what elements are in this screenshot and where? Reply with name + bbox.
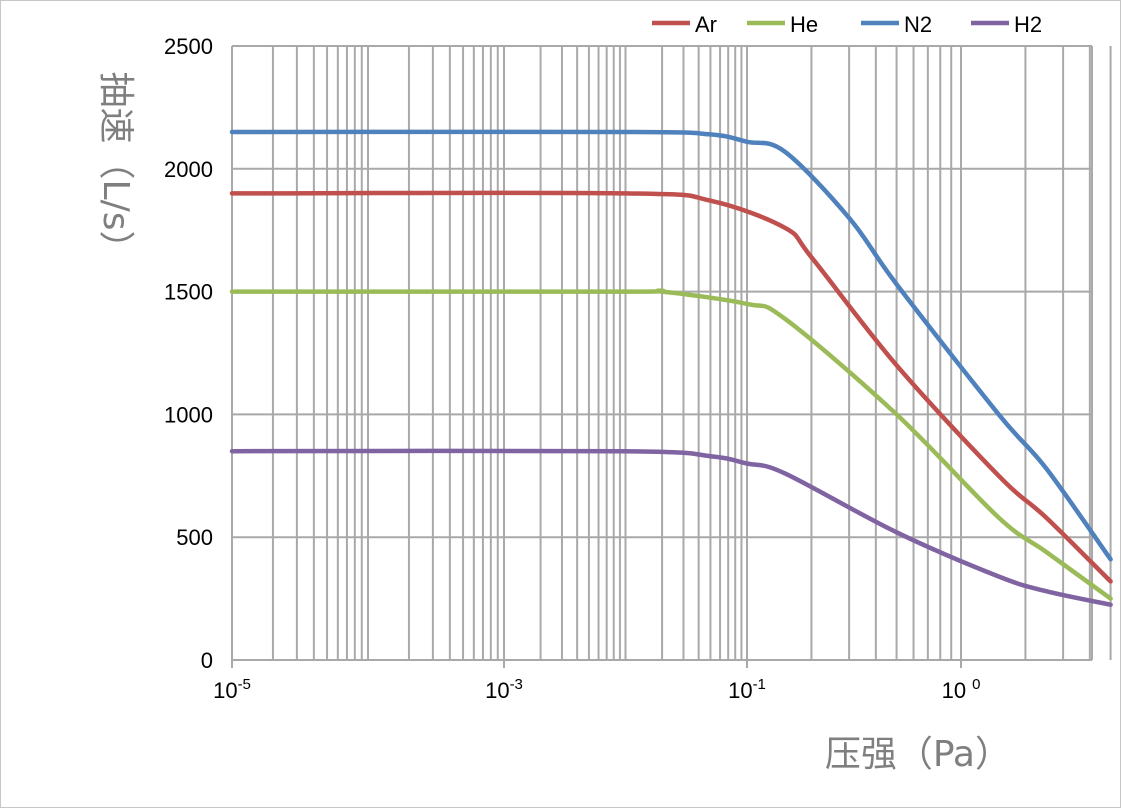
- x-tick-base: 10: [213, 678, 237, 703]
- y-tick-label: 1000: [164, 402, 213, 427]
- x-tick-exponent: -5: [238, 676, 251, 693]
- x-tick-label: 10 0: [942, 676, 981, 703]
- y-tick-label: 1500: [164, 280, 213, 305]
- x-tick-labels: 10-5 10-3 10-1 10 0: [213, 676, 980, 703]
- x-tick-label: 10-1: [728, 676, 766, 703]
- x-tick-exponent: 0: [972, 676, 980, 693]
- series-line-ar: [229, 190, 1113, 584]
- y-tick-label: 2500: [164, 34, 213, 59]
- y-axis-title: 抽速（L/s）: [95, 72, 136, 267]
- x-tick-base: 10: [728, 678, 752, 703]
- grid-lines: [231, 45, 1112, 668]
- x-tick-label: 10-3: [485, 676, 523, 703]
- y-tick-labels: 0 500 1000 1500 2000 2500: [164, 34, 213, 673]
- x-tick-exponent: -3: [510, 676, 523, 693]
- x-axis-title: 压强（Pa）: [825, 734, 1011, 775]
- x-tick-base: 10: [485, 678, 509, 703]
- legend-label-h2: H2: [1014, 12, 1042, 37]
- series-line-n2: [229, 129, 1113, 562]
- y-tick-label: 500: [176, 525, 213, 550]
- series-line-h2: [229, 448, 1113, 607]
- x-tick-label: 10-5: [213, 676, 251, 703]
- x-tick-exponent: -1: [753, 676, 766, 693]
- y-tick-label: 0: [201, 648, 213, 673]
- series-lines: [229, 129, 1113, 607]
- series-line-he: [229, 288, 1113, 601]
- legend-label-ar: Ar: [695, 12, 717, 37]
- x-tick-base: 10: [942, 678, 966, 703]
- legend-label-he: He: [790, 12, 818, 37]
- legend: Ar He N2 H2: [652, 12, 1042, 37]
- y-tick-label: 2000: [164, 157, 213, 182]
- legend-label-n2: N2: [904, 12, 932, 37]
